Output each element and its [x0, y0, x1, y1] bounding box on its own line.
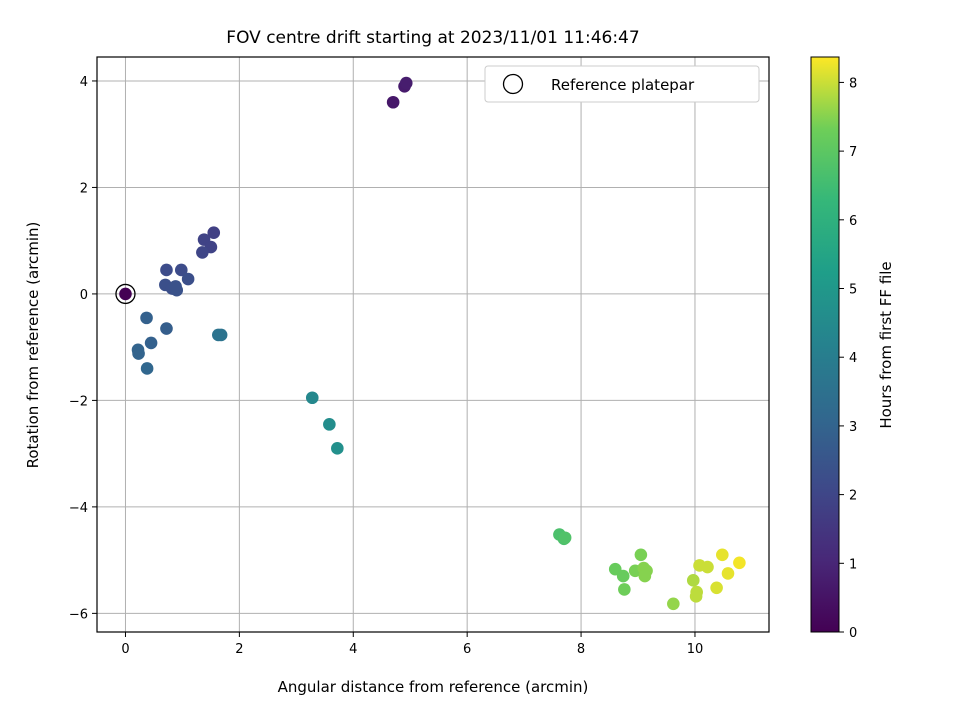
chart-title: FOV centre drift starting at 2023/11/01 … — [226, 28, 639, 48]
data-point — [638, 569, 652, 583]
colorbar-tick-label: 0 — [849, 626, 857, 641]
colorbar-ticks: 0 1 2 3 4 5 6 7 8 — [839, 76, 857, 641]
data-point — [207, 226, 221, 239]
colorbar-tick-label: 8 — [849, 76, 857, 91]
legend-box — [484, 65, 760, 103]
x-tick-label: 10 — [687, 642, 704, 657]
x-tick-label: 8 — [577, 642, 585, 657]
colorbar-tick-label: 4 — [849, 351, 857, 366]
data-point — [716, 548, 729, 562]
data-point — [132, 347, 145, 360]
data-point — [160, 322, 173, 335]
x-axis: 0 2 4 6 8 10 — [121, 632, 703, 657]
colorbar: 0 1 2 3 4 5 6 7 8 Hours from first FF file — [810, 56, 895, 641]
y-axis-label: Rotation from reference (arcmin) — [24, 222, 42, 469]
reference-marker — [115, 283, 136, 305]
y-tick-label: −4 — [69, 501, 88, 516]
data-point — [689, 590, 703, 603]
data-point — [181, 272, 195, 286]
data-point — [323, 418, 336, 431]
colorbar-tick-label: 1 — [849, 557, 857, 572]
x-tick-label: 4 — [349, 642, 357, 657]
colorbar-gradient — [810, 56, 840, 633]
y-tick-label: 0 — [80, 288, 88, 303]
x-tick-label: 2 — [235, 642, 243, 657]
data-point — [721, 567, 735, 580]
x-axis-label: Angular distance from reference (arcmin) — [278, 678, 589, 696]
data-point — [140, 311, 153, 325]
data-point — [710, 581, 723, 595]
x-tick-label: 0 — [121, 642, 129, 657]
y-tick-label: 4 — [80, 75, 88, 90]
legend: Reference platepar — [484, 65, 760, 103]
data-point — [616, 569, 630, 583]
data-point — [119, 287, 132, 301]
data-point — [331, 442, 344, 455]
data-point — [618, 583, 631, 596]
colorbar-tick-label: 2 — [849, 489, 857, 504]
data-point — [558, 531, 572, 545]
y-tick-label: −6 — [69, 607, 88, 622]
colorbar-tick-label: 6 — [849, 214, 857, 229]
data-point — [144, 336, 158, 350]
colorbar-tick-label: 5 — [849, 283, 857, 298]
data-point — [686, 574, 700, 587]
y-axis: −6 −4 −2 0 2 4 — [69, 75, 97, 622]
data-point — [214, 328, 228, 342]
colorbar-tick-label: 3 — [849, 420, 857, 435]
legend-marker-circle — [502, 73, 524, 95]
colorbar-label: Hours from first FF file — [877, 261, 895, 428]
data-point — [305, 391, 319, 405]
grid — [97, 57, 769, 632]
y-tick-label: −2 — [69, 394, 88, 409]
data-points — [115, 76, 746, 611]
data-point — [634, 548, 648, 562]
data-point — [701, 560, 714, 574]
data-point — [196, 246, 209, 259]
data-point — [174, 263, 188, 277]
data-point — [140, 362, 154, 375]
data-point — [733, 556, 746, 570]
colorbar-tick-label: 7 — [849, 145, 857, 160]
x-tick-label: 6 — [463, 642, 471, 657]
y-tick-label: 2 — [80, 181, 88, 196]
data-point — [169, 280, 182, 293]
data-point — [386, 95, 400, 109]
data-point — [399, 76, 413, 90]
legend-label: Reference platepar — [551, 76, 695, 94]
plot-frame — [96, 56, 770, 633]
data-point — [160, 263, 173, 277]
data-point — [667, 597, 680, 611]
